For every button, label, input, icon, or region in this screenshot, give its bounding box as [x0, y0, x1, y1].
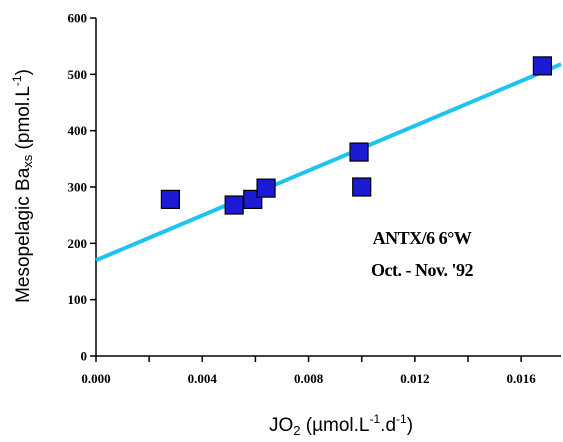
x-axis-title: JO2 (µmol.L-1.d-1)	[269, 412, 413, 437]
annotation-line-1: ANTX/6 6°W	[373, 228, 472, 248]
x-tick-label: 0.008	[294, 371, 324, 386]
data-point	[349, 142, 369, 162]
x-tick-label: 0.000	[81, 371, 110, 386]
y-axis-title: Mesopelagic Baxs (pmol.L-1)	[10, 69, 35, 303]
x-tick-label: 0.004	[188, 371, 218, 386]
y-tick-label: 400	[68, 123, 88, 138]
data-point	[224, 195, 244, 215]
y-tick-label: 200	[68, 236, 88, 251]
x-tick-label: 0.016	[507, 371, 537, 386]
y-tick-label: 100	[68, 292, 88, 307]
y-tick-label: 300	[68, 180, 88, 195]
plot-area	[95, 18, 562, 357]
x-tick-label: 0.012	[400, 371, 429, 386]
data-point	[352, 177, 372, 197]
data-point	[532, 56, 553, 76]
y-tick-label: 600	[68, 11, 88, 26]
x-axis-ticks: 0.000 0.004 0.008 0.012 0.016	[81, 356, 536, 386]
y-tick-label: 500	[68, 67, 88, 82]
y-axis-ticks: 0 100 200 300 400 500 600	[68, 11, 96, 364]
y-tick-label: 0	[81, 349, 88, 364]
data-point	[160, 189, 180, 209]
regression-line	[95, 62, 562, 263]
data-point	[256, 178, 276, 198]
annotation-line-2: Oct. - Nov. '92	[371, 260, 473, 280]
